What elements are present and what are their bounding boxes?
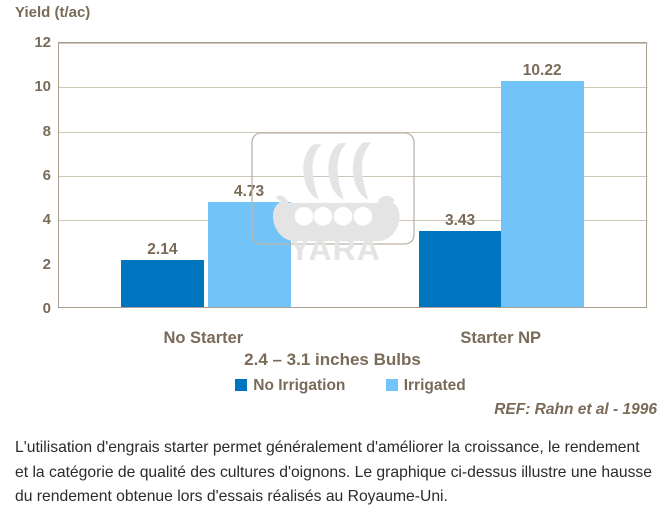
svg-text:YARA: YARA [289,231,381,267]
